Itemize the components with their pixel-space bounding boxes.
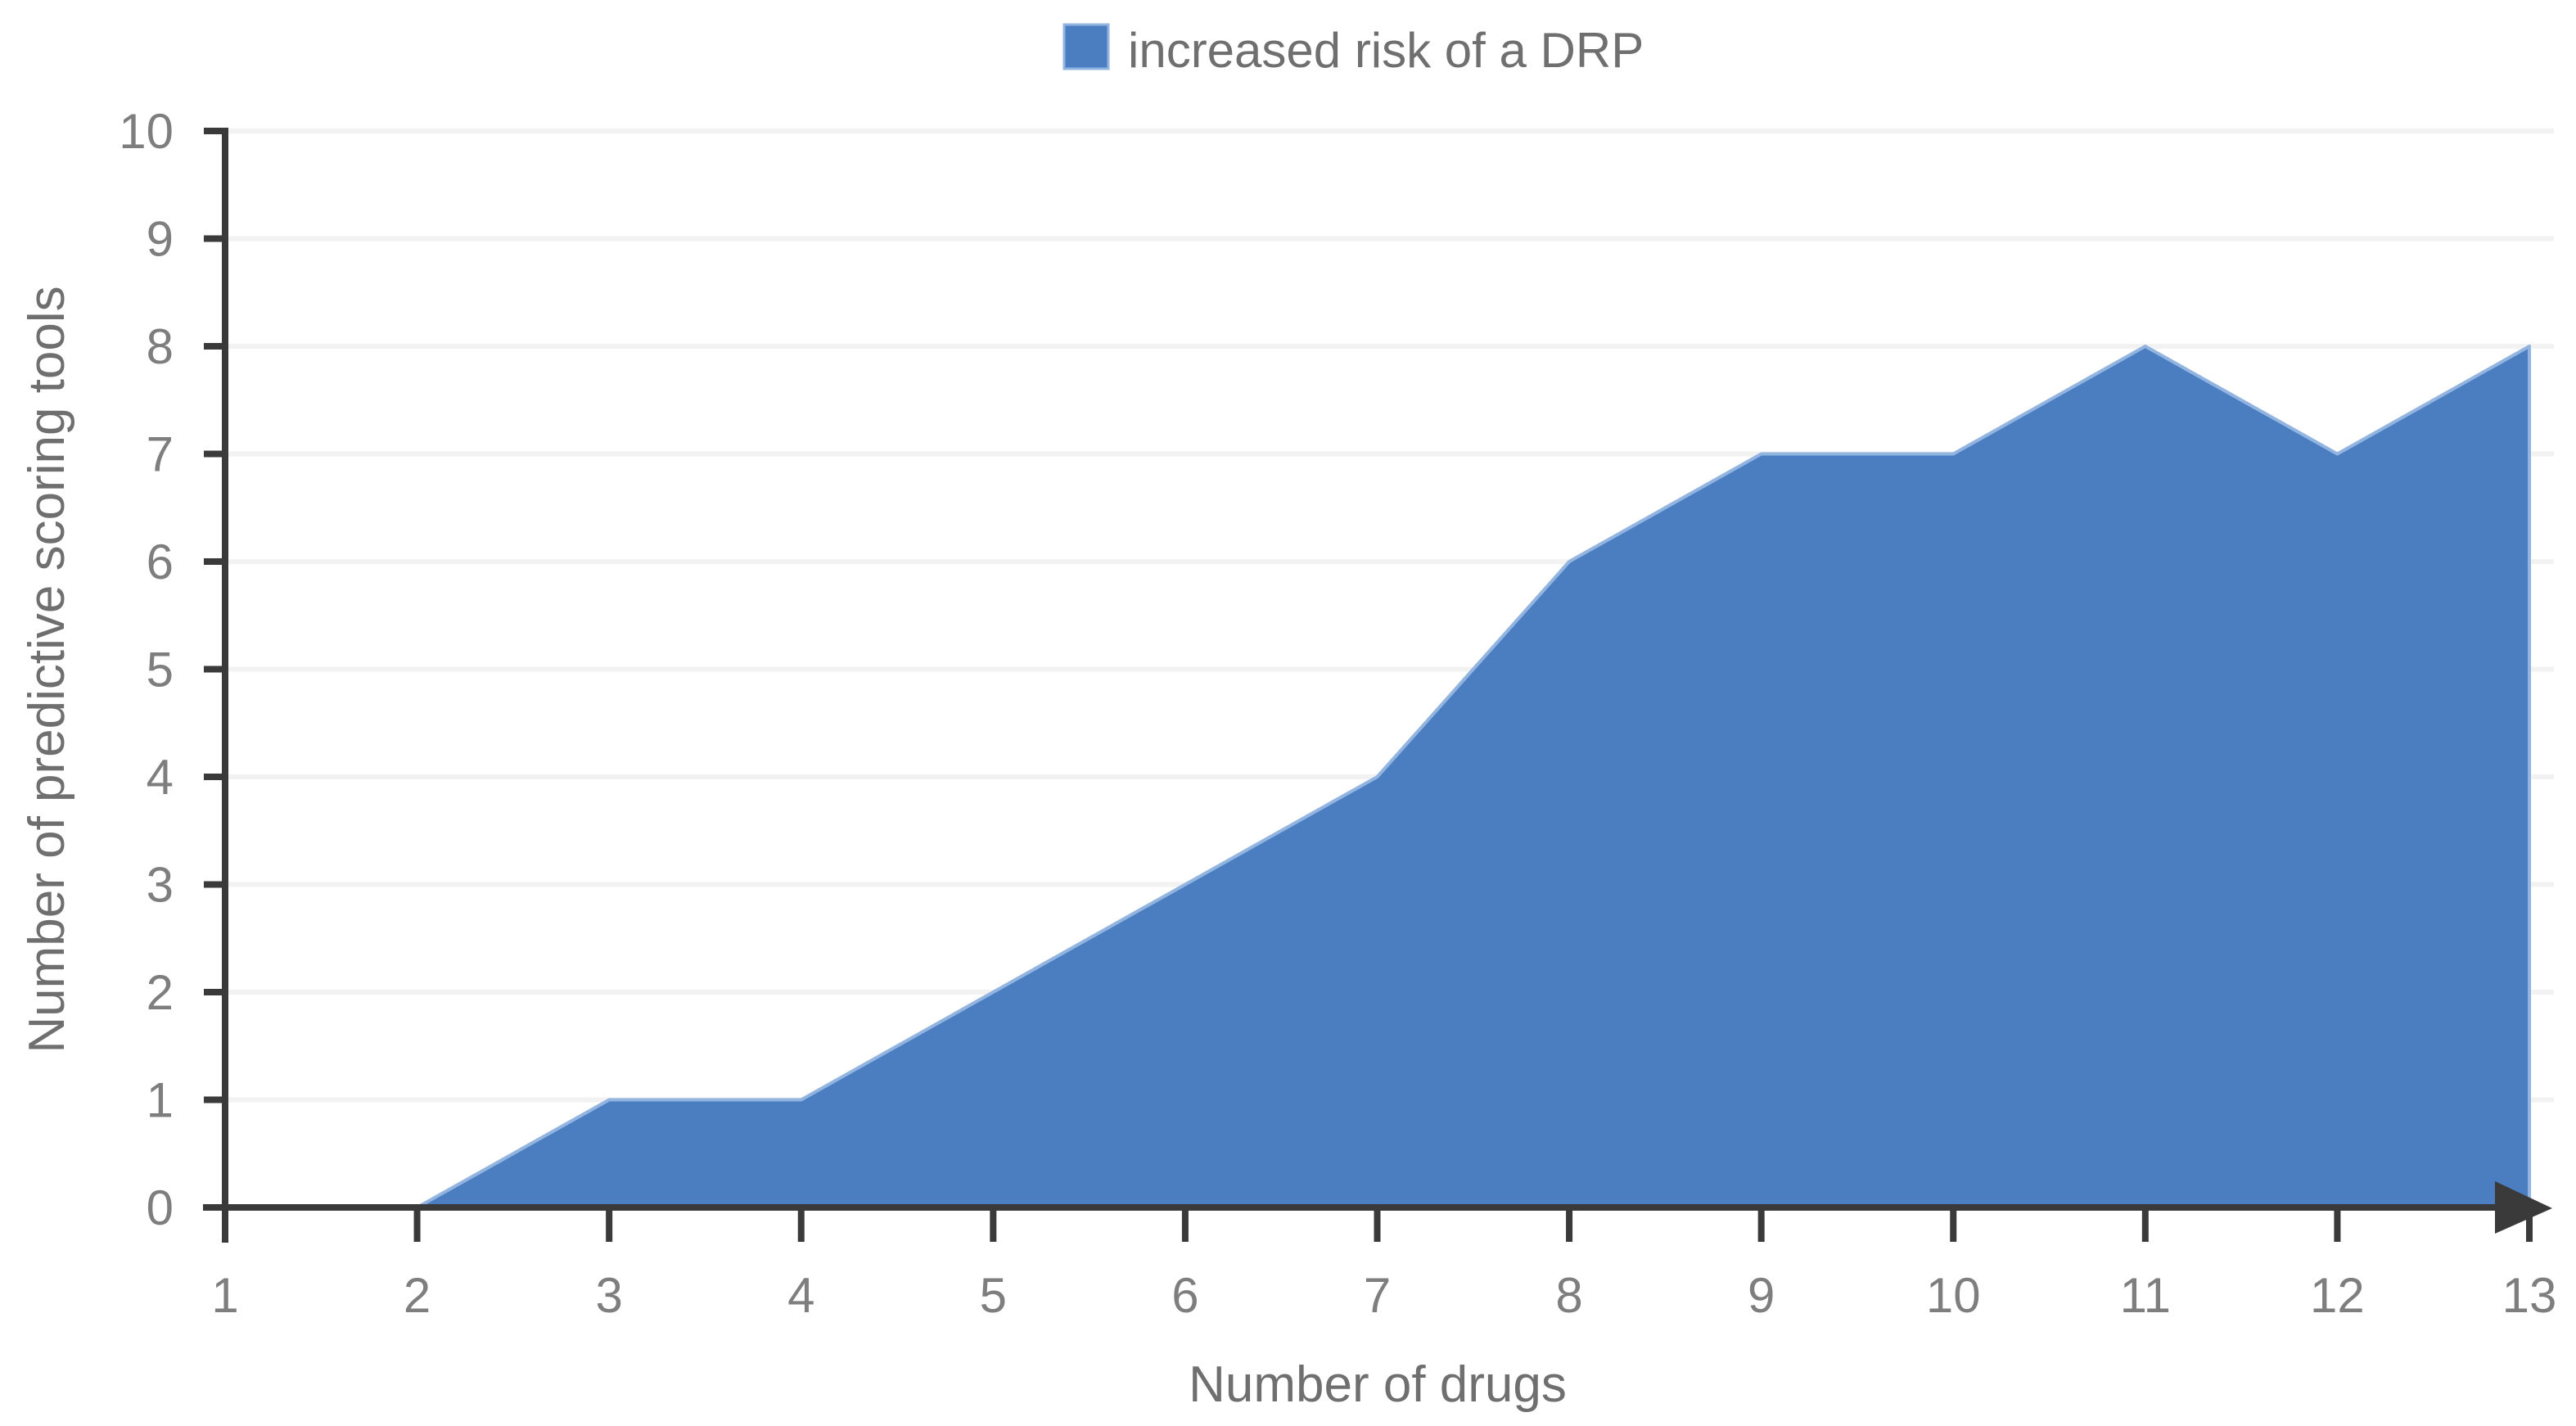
x-axis-arrow-icon xyxy=(2495,1181,2552,1234)
legend: increased risk of a DRP xyxy=(1062,23,1644,78)
svg-text:6: 6 xyxy=(1171,1268,1198,1323)
svg-text:8: 8 xyxy=(147,319,174,374)
svg-text:3: 3 xyxy=(147,858,174,913)
svg-text:9: 9 xyxy=(147,212,174,267)
y-axis-title: Number of predictive scoring tools xyxy=(19,286,75,1053)
svg-text:4: 4 xyxy=(787,1268,814,1323)
x-axis-tick-labels: 1 2 3 4 5 6 7 8 9 10 11 12 13 xyxy=(211,1268,2556,1323)
svg-text:10: 10 xyxy=(1926,1268,1981,1323)
svg-text:3: 3 xyxy=(595,1268,622,1323)
svg-text:12: 12 xyxy=(2310,1268,2365,1323)
svg-text:5: 5 xyxy=(147,643,174,697)
svg-text:13: 13 xyxy=(2502,1268,2557,1323)
x-axis-ticks xyxy=(222,1207,2533,1242)
svg-text:7: 7 xyxy=(147,427,174,482)
gridlines xyxy=(228,129,2554,1103)
svg-text:6: 6 xyxy=(147,535,174,589)
svg-text:2: 2 xyxy=(404,1268,431,1323)
svg-text:8: 8 xyxy=(1555,1268,1582,1323)
svg-text:1: 1 xyxy=(147,1073,174,1128)
y-axis-tick-labels: 0 1 2 3 4 5 6 7 8 9 10 xyxy=(119,104,174,1235)
legend-label: increased risk of a DRP xyxy=(1128,23,1644,78)
svg-text:11: 11 xyxy=(2120,1268,2171,1323)
y-axis-ticks xyxy=(204,128,225,1211)
svg-text:1: 1 xyxy=(211,1268,238,1323)
svg-text:4: 4 xyxy=(147,750,174,805)
legend-swatch-icon xyxy=(1062,23,1110,70)
svg-text:9: 9 xyxy=(1748,1268,1775,1323)
axes xyxy=(203,128,2552,1243)
svg-text:7: 7 xyxy=(1364,1268,1391,1323)
svg-text:5: 5 xyxy=(980,1268,1007,1323)
svg-text:0: 0 xyxy=(147,1180,174,1235)
area-shape xyxy=(223,345,2531,1209)
x-axis-title: Number of drugs xyxy=(1189,1356,1567,1413)
area-series xyxy=(223,345,2531,1209)
svg-text:10: 10 xyxy=(119,104,174,159)
svg-text:2: 2 xyxy=(147,965,174,1020)
